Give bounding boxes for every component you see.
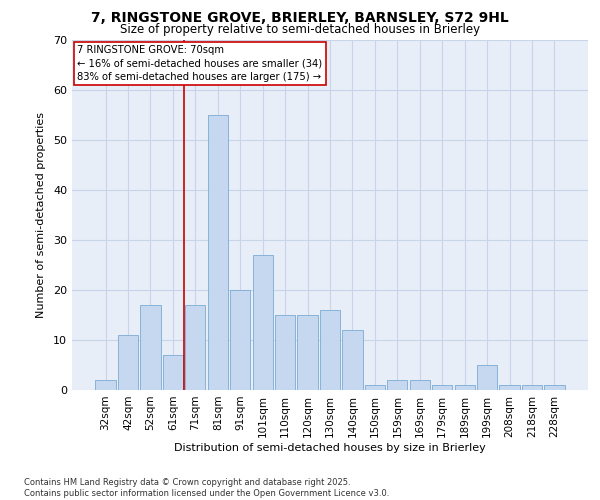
Text: 7 RINGSTONE GROVE: 70sqm
← 16% of semi-detached houses are smaller (34)
83% of s: 7 RINGSTONE GROVE: 70sqm ← 16% of semi-d… (77, 46, 322, 82)
Bar (95, 380, 116, 390)
Bar (522, 385, 542, 390)
Bar (163, 355, 183, 390)
Bar (140, 305, 161, 390)
Bar (544, 385, 565, 390)
Bar (499, 385, 520, 390)
Bar (320, 310, 340, 390)
Bar (387, 380, 407, 390)
Bar (455, 385, 475, 390)
Bar (230, 290, 250, 390)
X-axis label: Distribution of semi-detached houses by size in Brierley: Distribution of semi-detached houses by … (174, 442, 486, 452)
Text: Contains HM Land Registry data © Crown copyright and database right 2025.
Contai: Contains HM Land Registry data © Crown c… (24, 478, 389, 498)
Bar (343, 330, 362, 390)
Bar (365, 385, 385, 390)
Text: 7, RINGSTONE GROVE, BRIERLEY, BARNSLEY, S72 9HL: 7, RINGSTONE GROVE, BRIERLEY, BARNSLEY, … (91, 11, 509, 25)
Bar (208, 115, 228, 390)
Bar (410, 380, 430, 390)
Bar (118, 335, 138, 390)
Bar (185, 305, 205, 390)
Bar (298, 315, 317, 390)
Text: Size of property relative to semi-detached houses in Brierley: Size of property relative to semi-detach… (120, 22, 480, 36)
Y-axis label: Number of semi-detached properties: Number of semi-detached properties (36, 112, 46, 318)
Bar (477, 365, 497, 390)
Bar (275, 315, 295, 390)
Bar (253, 255, 273, 390)
Bar (432, 385, 452, 390)
